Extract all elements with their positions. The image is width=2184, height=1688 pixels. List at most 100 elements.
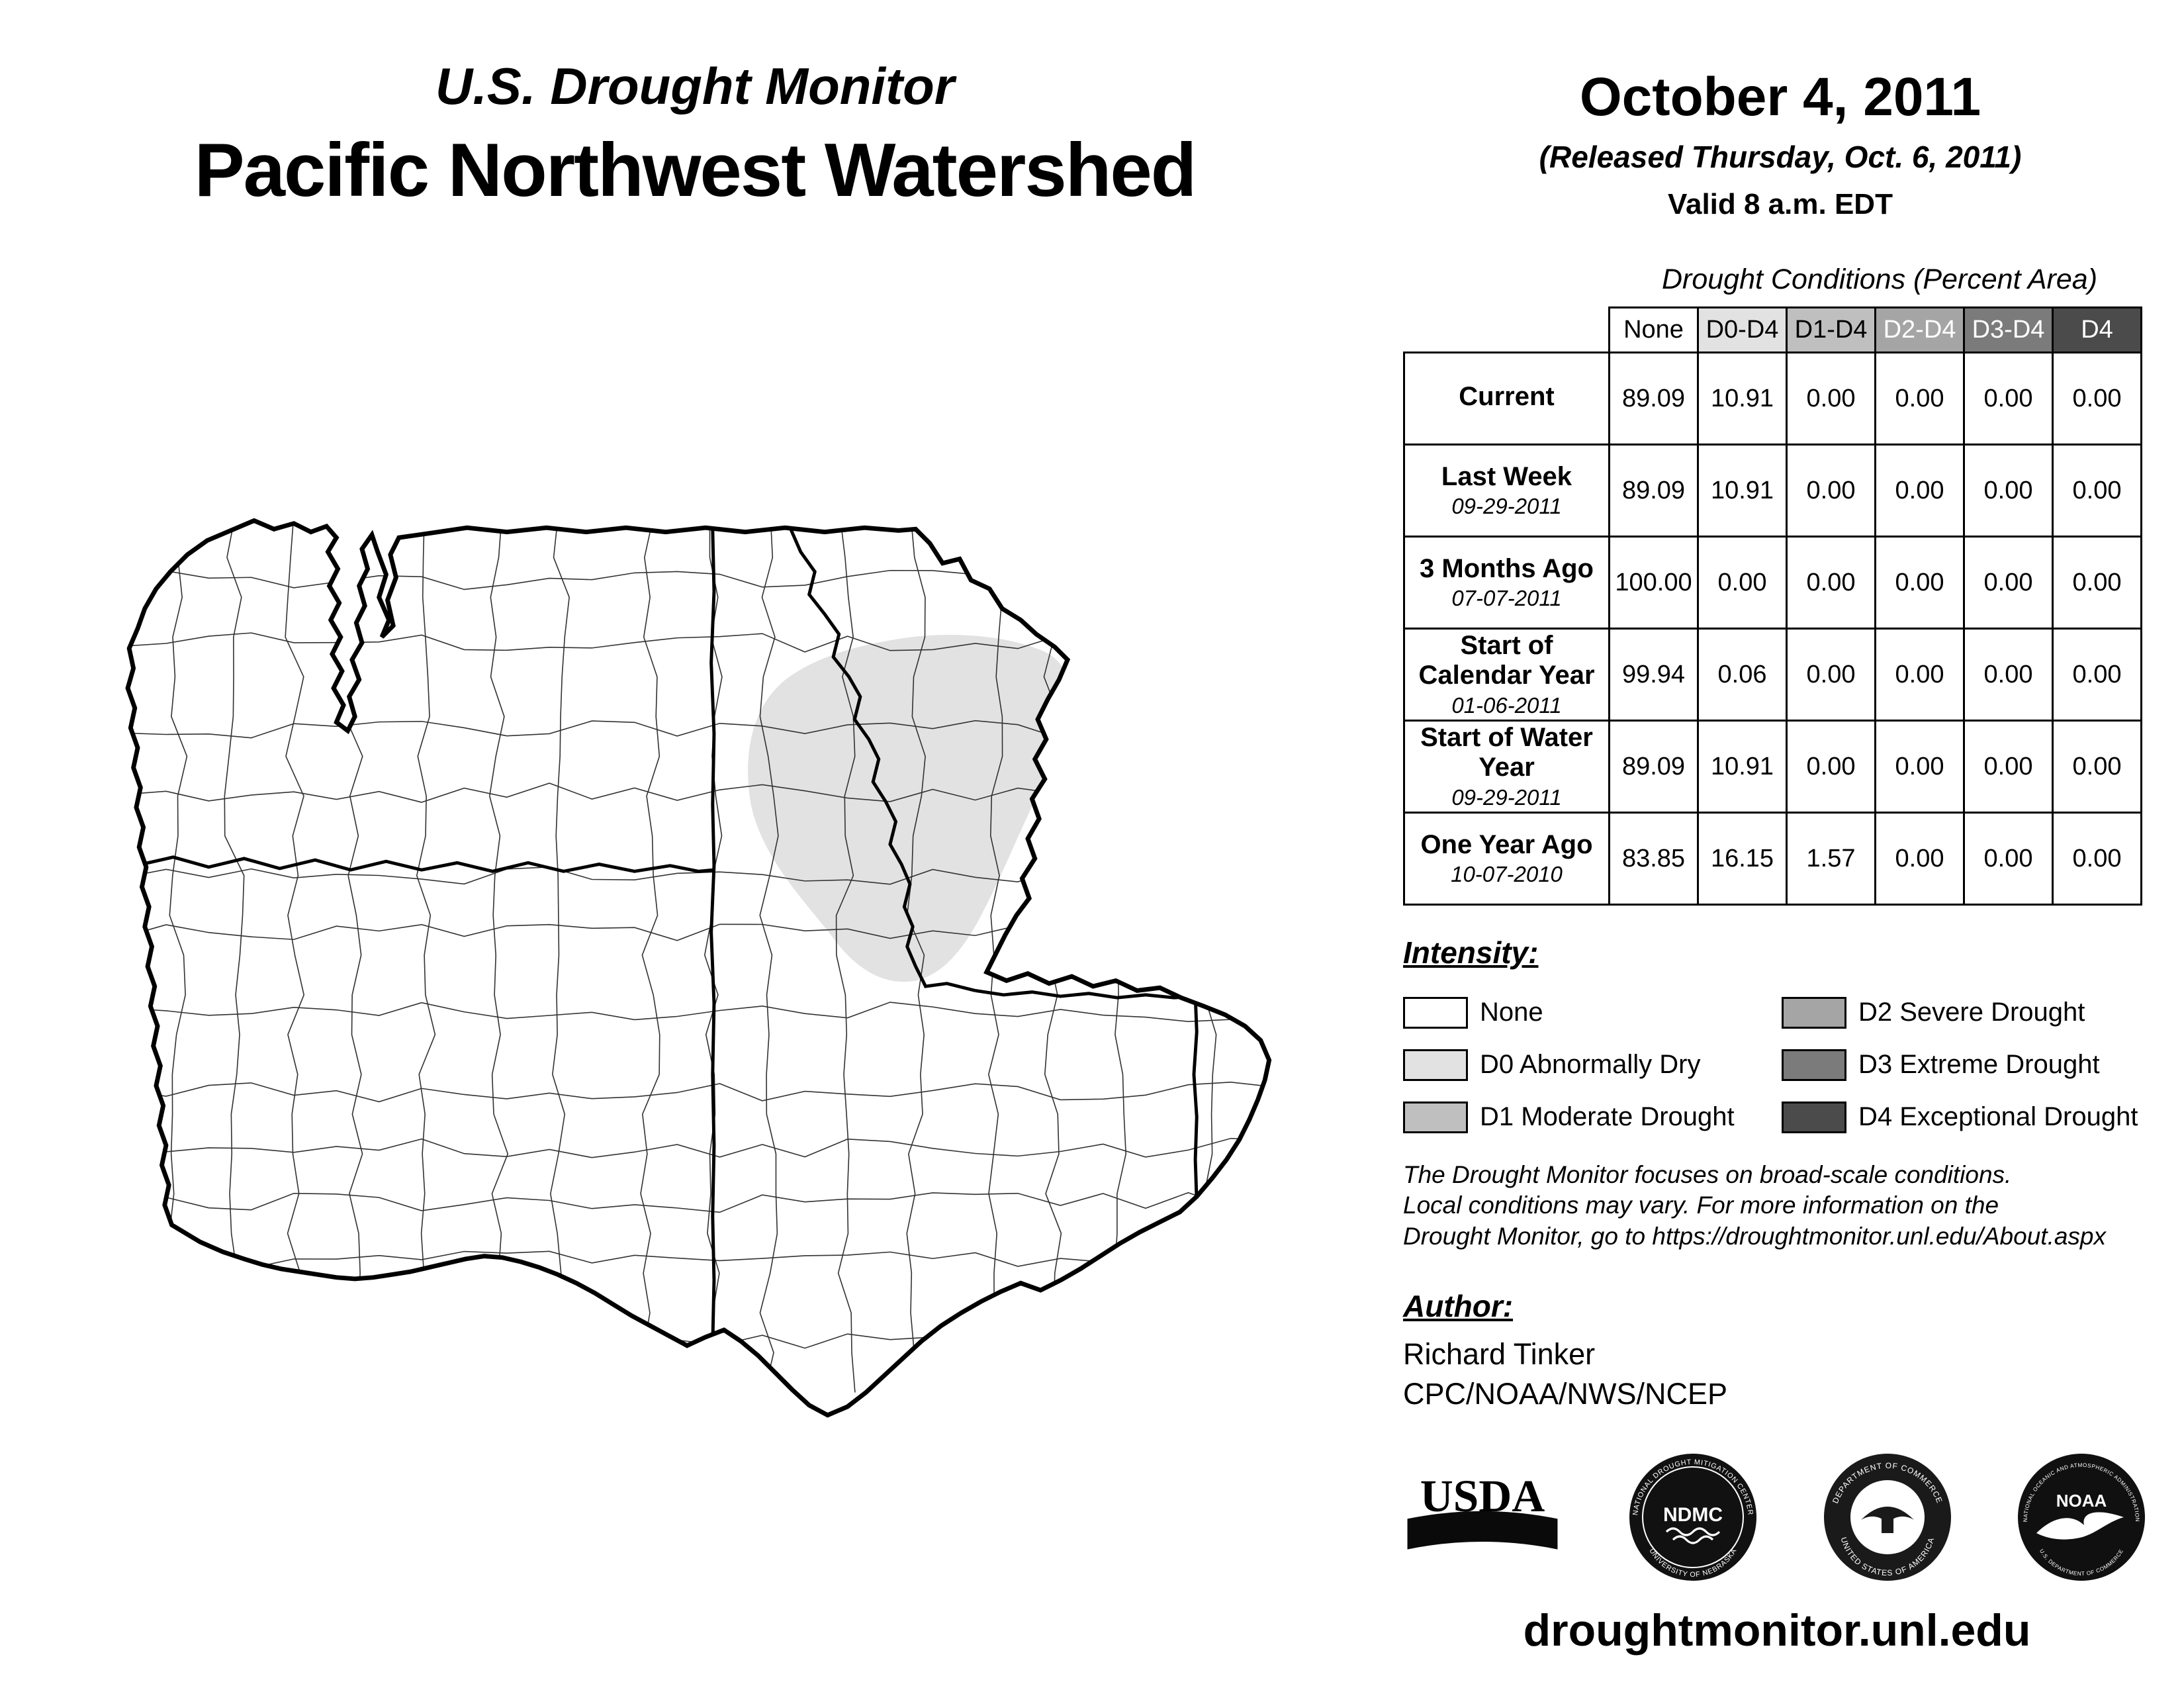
value-cell: 83.85 bbox=[1608, 812, 1699, 906]
noaa-center-text: NOAA bbox=[2056, 1491, 2107, 1511]
value-cell: 89.09 bbox=[1608, 720, 1699, 814]
d4-swatch bbox=[1782, 1101, 1846, 1133]
col-header-d1: D1-D4 bbox=[1786, 306, 1876, 353]
watershed-map bbox=[93, 506, 1337, 1427]
table-row: 3 Months Ago 07-07-2011 100.00 0.00 0.00… bbox=[1403, 536, 2142, 630]
author-name: Richard Tinker bbox=[1403, 1337, 1596, 1371]
value-cell: 0.00 bbox=[1786, 352, 1876, 445]
page-title: Pacific Northwest Watershed bbox=[194, 128, 1197, 212]
ndmc-logo-icon: NATIONAL DROUGHT MITIGATION CENTER UNIVE… bbox=[1629, 1454, 1757, 1581]
value-cell: 16.15 bbox=[1697, 812, 1788, 906]
d1-swatch bbox=[1403, 1101, 1468, 1133]
value-cell: 0.00 bbox=[1874, 444, 1965, 538]
legend-item-d3: D3 Extreme Drought bbox=[1782, 1049, 2161, 1081]
legend-item-d4: D4 Exceptional Drought bbox=[1782, 1101, 2161, 1133]
value-cell: 0.00 bbox=[1963, 444, 2054, 538]
legend-grid: None D0 Abnormally Dry D1 Moderate Droug… bbox=[1403, 986, 2161, 1143]
statistics-block: Drought Conditions (Percent Area) None D… bbox=[1403, 263, 2151, 906]
ndmc-center-text: NDMC bbox=[1663, 1504, 1723, 1526]
d0-swatch bbox=[1403, 1049, 1468, 1081]
value-cell: 10.91 bbox=[1697, 720, 1788, 814]
none-swatch bbox=[1403, 996, 1468, 1029]
author-heading: Author: bbox=[1403, 1289, 1514, 1323]
row-label-cell: Current bbox=[1403, 352, 1610, 445]
table-row: Current 89.09 10.91 0.00 0.00 0.00 0.00 bbox=[1403, 352, 2142, 445]
value-cell: 0.00 bbox=[1874, 536, 1965, 630]
value-cell: 1.57 bbox=[1786, 812, 1876, 906]
intensity-legend: Intensity: None D0 Abnormally Dry D1 Mod… bbox=[1403, 935, 2161, 1143]
ndmc-wave bbox=[1666, 1527, 1721, 1536]
drought-table: None D0-D4 D1-D4 D2-D4 D3-D4 D4 Current … bbox=[1403, 306, 2142, 906]
row-date: 09-29-2011 bbox=[1451, 494, 1562, 519]
row-label: 3 Months Ago bbox=[1420, 553, 1594, 583]
row-label: Last Week bbox=[1441, 461, 1572, 491]
row-date: 09-29-2011 bbox=[1451, 784, 1562, 810]
row-label: Current bbox=[1459, 382, 1555, 412]
value-cell: 10.91 bbox=[1697, 352, 1788, 445]
date-block: October 4, 2011 (Released Thursday, Oct.… bbox=[1416, 66, 2144, 221]
row-date: 01-06-2011 bbox=[1451, 692, 1562, 718]
noaa-gull bbox=[2036, 1512, 2124, 1540]
row-date: 10-07-2010 bbox=[1451, 862, 1563, 887]
author-block: Author: Richard Tinker CPC/NOAA/NWS/NCEP bbox=[1403, 1288, 1727, 1411]
value-cell: 0.00 bbox=[1963, 720, 2054, 814]
value-cell: 10.91 bbox=[1697, 444, 1788, 538]
value-cell: 0.00 bbox=[1697, 536, 1788, 630]
usda-swoosh bbox=[1407, 1511, 1558, 1550]
table-corner-cell bbox=[1404, 307, 1610, 353]
program-title: U.S. Drought Monitor bbox=[435, 57, 955, 115]
author-org: CPC/NOAA/NWS/NCEP bbox=[1403, 1377, 1728, 1411]
value-cell: 0.00 bbox=[1786, 628, 1876, 722]
disclaimer-line: Local conditions may vary. For more info… bbox=[1403, 1192, 1999, 1219]
value-cell: 0.00 bbox=[1963, 628, 2054, 722]
legend-item-d2: D2 Severe Drought bbox=[1782, 996, 2161, 1029]
doc-shield bbox=[1881, 1517, 1893, 1533]
legend-item-d1: D1 Moderate Drought bbox=[1403, 1101, 1782, 1133]
valid-time: Valid 8 a.m. EDT bbox=[1668, 188, 1893, 220]
row-label-cell: One Year Ago 10-07-2010 bbox=[1403, 812, 1610, 906]
value-cell: 0.00 bbox=[1874, 720, 1965, 814]
value-cell: 0.00 bbox=[1874, 812, 1965, 906]
value-cell: 0.00 bbox=[1786, 444, 1876, 538]
col-header-d3: D3-D4 bbox=[1963, 306, 2054, 353]
col-header-d4: D4 bbox=[2052, 306, 2142, 353]
usda-logo-icon: USDA bbox=[1407, 1473, 1558, 1550]
table-row: Start of Calendar Year 01-06-2011 99.94 … bbox=[1403, 628, 2142, 722]
value-cell: 100.00 bbox=[1608, 536, 1699, 630]
row-label-cell: Last Week 09-29-2011 bbox=[1403, 444, 1610, 538]
col-header-none: None bbox=[1608, 306, 1699, 353]
release-date: (Released Thursday, Oct. 6, 2011) bbox=[1539, 140, 2022, 174]
value-cell: 0.00 bbox=[2052, 536, 2142, 630]
value-cell: 0.00 bbox=[2052, 444, 2142, 538]
table-row: Last Week 09-29-2011 89.09 10.91 0.00 0.… bbox=[1403, 444, 2142, 538]
value-cell: 99.94 bbox=[1608, 628, 1699, 722]
d2-swatch bbox=[1782, 996, 1846, 1029]
table-row: Start of Water Year 09-29-2011 89.09 10.… bbox=[1403, 720, 2142, 814]
value-cell: 0.00 bbox=[1963, 352, 2054, 445]
doc-eagle bbox=[1860, 1507, 1914, 1523]
value-cell: 0.00 bbox=[2052, 352, 2142, 445]
value-cell: 0.00 bbox=[1963, 536, 2054, 630]
row-label: One Year Ago bbox=[1420, 829, 1593, 859]
legend-item-d0: D0 Abnormally Dry bbox=[1403, 1049, 1782, 1081]
value-cell: 0.00 bbox=[2052, 812, 2142, 906]
row-label-cell: 3 Months Ago 07-07-2011 bbox=[1403, 536, 1610, 630]
table-header-row: None D0-D4 D1-D4 D2-D4 D3-D4 D4 bbox=[1404, 306, 2142, 353]
row-date: 07-07-2011 bbox=[1451, 586, 1562, 611]
value-cell: 0.00 bbox=[2052, 720, 2142, 814]
row-label: Start of Water Year bbox=[1420, 723, 1593, 782]
col-header-d2: D2-D4 bbox=[1874, 306, 1965, 353]
value-cell: 89.09 bbox=[1608, 444, 1699, 538]
value-cell: 0.00 bbox=[1786, 536, 1876, 630]
value-cell: 89.09 bbox=[1608, 352, 1699, 445]
commerce-seal-icon: DEPARTMENT OF COMMERCE UNITED STATES OF … bbox=[1823, 1454, 1951, 1581]
disclaimer: The Drought Monitor focuses on broad-sca… bbox=[1403, 1160, 2177, 1252]
ndmc-wave bbox=[1672, 1535, 1714, 1544]
table-title: Drought Conditions (Percent Area) bbox=[1661, 263, 2098, 295]
row-label: Start of Calendar Year bbox=[1418, 631, 1595, 690]
value-cell: 0.00 bbox=[1874, 352, 1965, 445]
website-url: droughtmonitor.unl.edu bbox=[1523, 1605, 2031, 1656]
col-header-d0: D0-D4 bbox=[1697, 306, 1788, 353]
table-row: One Year Ago 10-07-2010 83.85 16.15 1.57… bbox=[1403, 812, 2142, 906]
